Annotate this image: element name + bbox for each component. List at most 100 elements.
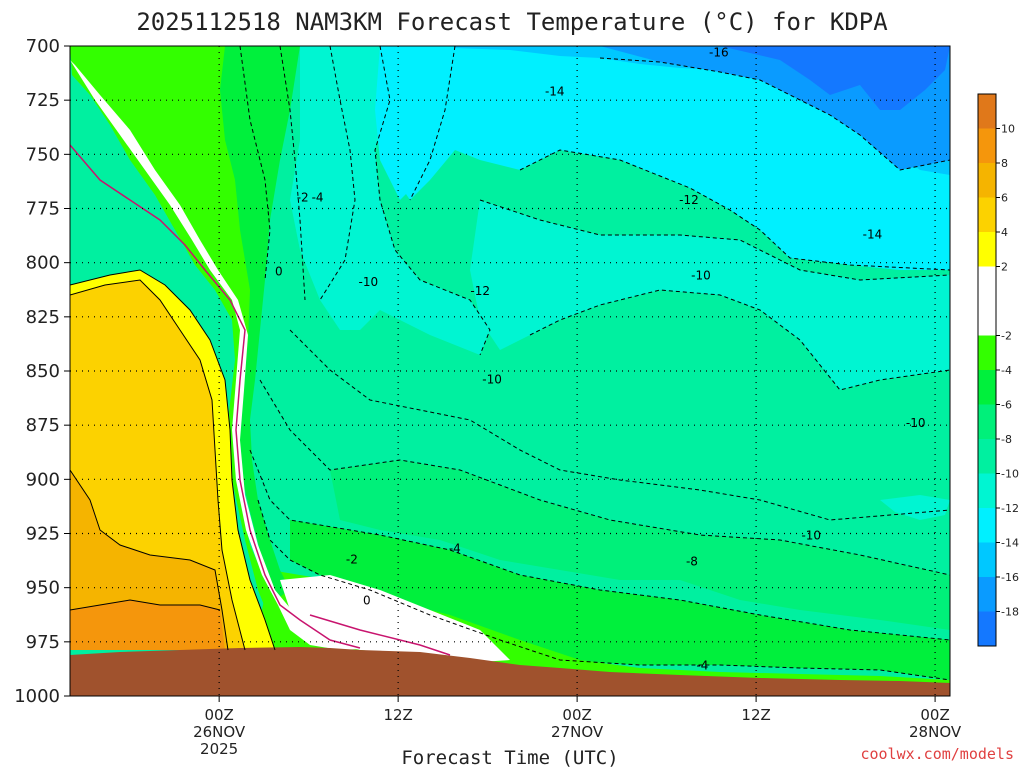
colorbar-tick-label: 2 [1001, 261, 1008, 274]
band-minus12-minus14-b [375, 46, 455, 200]
colorbar-tick-label: 6 [1001, 192, 1008, 205]
colorbar-tick-label: 8 [1001, 157, 1008, 170]
contour-label: -10 [906, 416, 926, 430]
y-tick-label: 800 [26, 253, 60, 274]
contour-minus10-a [529, 289, 950, 391]
band-minus6-minus8 [330, 460, 950, 630]
colorbar-tick-label: -16 [1001, 571, 1019, 584]
band-minus2-minus4-left [70, 46, 278, 620]
contour-zero-b [309, 614, 451, 656]
colorbar-band [978, 439, 996, 474]
colorbar-tick-label: -4 [1001, 364, 1012, 377]
warm-contours [70, 269, 276, 651]
contour-label: -2 [346, 553, 358, 567]
x-tick-label: 28NOV [909, 723, 962, 741]
colorbar-band [978, 508, 996, 543]
contour-minus14-a [409, 46, 456, 201]
contour-label: 0 [275, 264, 283, 278]
contour-plus4 [70, 279, 246, 651]
contour-zero-a [70, 144, 361, 649]
x-tick-label: 27NOV [551, 723, 604, 741]
band-zero-white-lower [280, 575, 510, 662]
colorbar-tick-label: -18 [1001, 606, 1019, 619]
contour-label: -10 [359, 275, 379, 289]
plot-area [70, 46, 950, 696]
y-tick-label: 925 [26, 524, 60, 545]
contour-plus8 [70, 599, 221, 611]
colorbar-band [978, 370, 996, 405]
colorbar-band [978, 94, 996, 129]
contour-label: 0 [363, 594, 371, 608]
zero-contours [70, 144, 451, 656]
colorbar-band [978, 404, 996, 439]
contour-minus8 [259, 379, 950, 576]
contour-minus10-b [289, 329, 950, 521]
contour-label: -12 [470, 284, 490, 298]
colorbar-band [978, 197, 996, 232]
band-plus8-plus10 [70, 600, 225, 650]
colorbar-tick-label: -10 [1001, 468, 1019, 481]
contour-label: -4 [696, 659, 708, 673]
contour-label: -8 [686, 555, 698, 569]
colorbar: 10 8 6 4 2 -2 -4 -6 -8 -10 -12 -14 -16 -18 [977, 93, 1019, 647]
y-tick-label: 775 [26, 199, 60, 220]
band-minus10-minus12-b [470, 200, 950, 390]
x-tick-label: 00Z [204, 706, 233, 724]
chart-title: 2025112518 NAM3KM Forecast Temperature (… [136, 8, 888, 36]
colorbar-tick-label: -6 [1001, 399, 1012, 412]
colorbar-band [978, 163, 996, 198]
y-tick-label: 850 [26, 361, 60, 382]
colorbar-band [978, 473, 996, 508]
colorbar-band [978, 232, 996, 267]
colorbar-band [978, 266, 996, 336]
x-axis-title: Forecast Time (UTC) [401, 747, 618, 768]
contour-label: -10 [801, 529, 821, 543]
band-below-minus18 [720, 46, 950, 110]
colorbar-tick-label: -14 [1001, 537, 1019, 550]
contour-label: -4 [312, 191, 324, 205]
y-axis: 700 725 750 775 800 825 850 875 900 925 950 975 1000 [14, 36, 70, 707]
cold-contours [239, 46, 950, 681]
y-tick-label: 950 [26, 578, 60, 599]
x-tick-label: 12Z [741, 706, 770, 724]
y-tick-label: 900 [26, 469, 60, 490]
colorbar-tick-label: -8 [1001, 433, 1012, 446]
contour-plus2 [70, 269, 276, 651]
contour-label: -12 [679, 193, 699, 207]
contour-label: -10 [691, 269, 711, 283]
contour-label: -4 [449, 542, 461, 556]
colorbar-tick-label: 10 [1001, 123, 1015, 136]
y-tick-label: 1000 [14, 686, 60, 707]
contour-minus12 [374, 46, 491, 356]
contour-minus8-upper [279, 46, 306, 301]
x-tick-label: 2025 [200, 740, 238, 758]
x-tick-label: 12Z [383, 706, 412, 724]
contour-minus6 [249, 449, 950, 641]
contour-minus6-upper [239, 46, 271, 281]
ground-below-surface [70, 647, 950, 696]
y-tick-label: 700 [26, 36, 60, 57]
colorbar-tick-label: -12 [1001, 502, 1019, 515]
colorbar-band [978, 335, 996, 370]
y-tick-label: 750 [26, 144, 60, 165]
colorbar-band [978, 577, 996, 612]
contour-label: -2 [297, 191, 309, 205]
contour-minus10-upper [319, 46, 356, 301]
y-tick-label: 975 [26, 632, 60, 653]
contour-labels: -16-14-2 -4 -12-140-10-12-10-10-10-2-4-10-… [275, 46, 926, 673]
band-minus4-minus6 [290, 520, 950, 680]
band-minus10-minus12-c [880, 495, 950, 520]
y-tick-label: 825 [26, 307, 60, 328]
contour-plus6 [70, 469, 229, 651]
x-tick-label: 00Z [562, 706, 591, 724]
colorbar-tick-label: -2 [1001, 330, 1012, 343]
credit-link[interactable]: coolwx.com/models [860, 745, 1014, 763]
contour-minus14-b [519, 149, 950, 271]
contour-label: -14 [545, 85, 565, 99]
contour-minus4 [257, 499, 950, 681]
band-minus4-minus6-left [70, 46, 300, 600]
x-tick-label: 00Z [920, 706, 949, 724]
contour-label: -16 [709, 46, 729, 60]
y-tick-label: 725 [26, 90, 60, 111]
